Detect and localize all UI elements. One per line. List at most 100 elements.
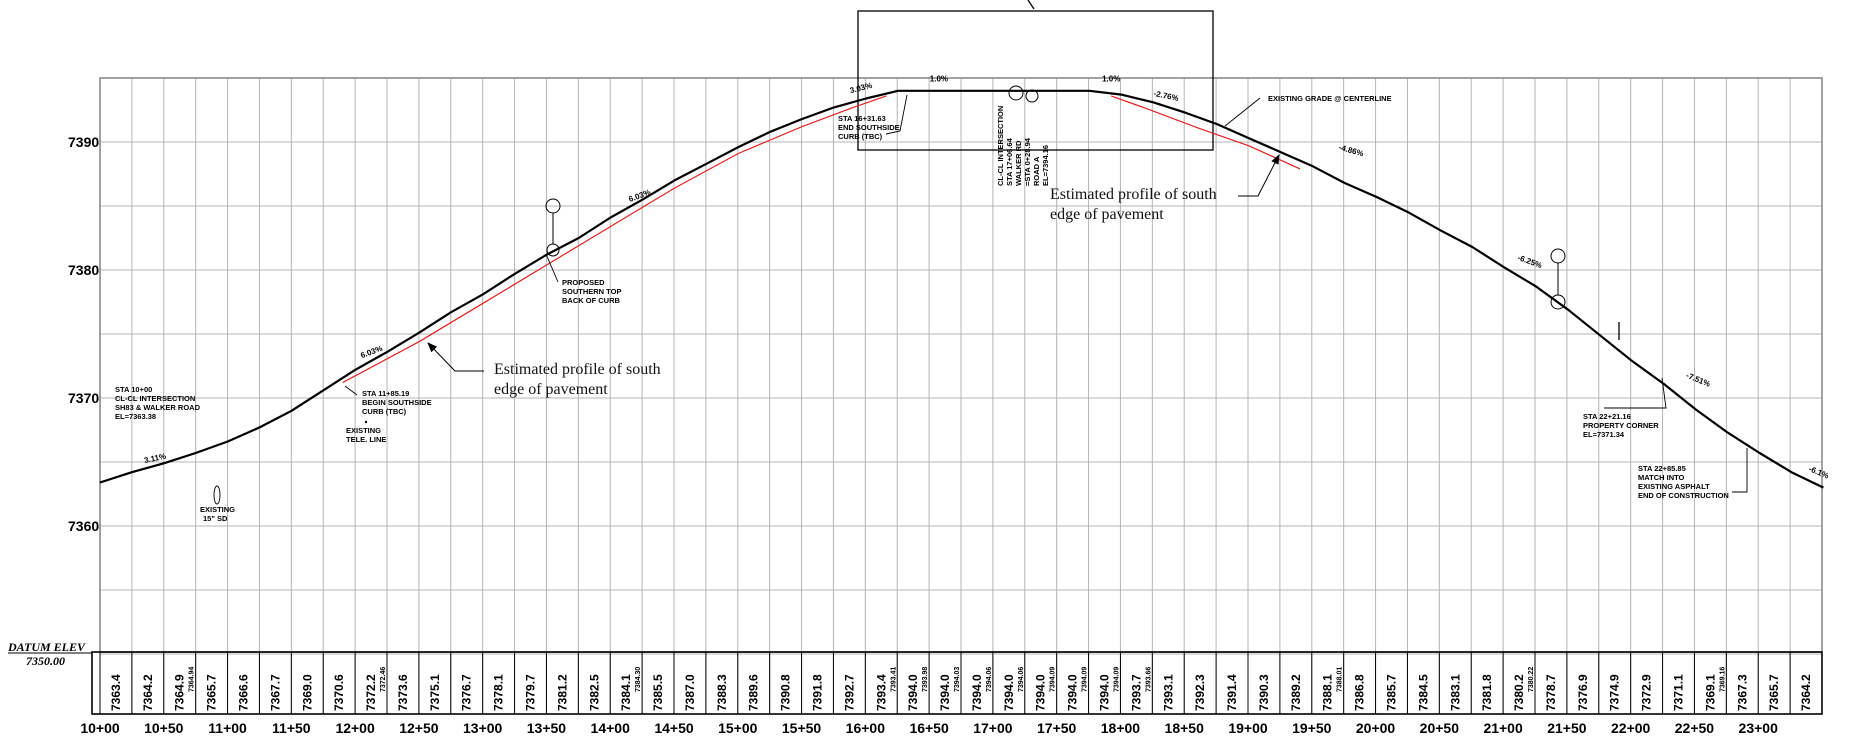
elevation-value: 7380.2 [1512, 674, 1526, 711]
elevation-value: 7367.3 [1735, 674, 1749, 711]
grade-label: 1.0% [1102, 75, 1120, 84]
pavement-note-right: Estimated profile of south edge of pavem… [1050, 154, 1280, 223]
elevation-value: 7369.1 [1703, 674, 1717, 711]
svg-text:EL=7394.16: EL=7394.16 [1041, 145, 1050, 186]
elevation-value: 7390.8 [779, 674, 793, 711]
svg-text:Estimated profile of south: Estimated profile of south [494, 361, 661, 378]
elevation-value: 7376.7 [460, 674, 474, 711]
station-tick-label: 10+50 [144, 720, 184, 736]
svg-text:EL=7371.34: EL=7371.34 [1583, 430, 1625, 439]
svg-text:STA 10+00: STA 10+00 [115, 385, 152, 394]
grade-label: 1.0% [930, 75, 948, 84]
elevation-subvalue: 7393.66 [1145, 667, 1152, 692]
elevation-value: 7369.0 [300, 674, 314, 711]
elevation-value: 7394.0 [906, 674, 920, 711]
station-tick-label: 21+50 [1547, 720, 1587, 736]
elevation-value: 7364.2 [141, 674, 155, 711]
svg-text:STA 22+85.85: STA 22+85.85 [1638, 464, 1686, 473]
profile-series [99, 89, 1824, 489]
elevation-value: 7388.1 [1321, 674, 1335, 711]
svg-text:CURB (TBC): CURB (TBC) [362, 407, 407, 416]
elevation-value: 7390.3 [1257, 674, 1271, 711]
station-tick-label: 13+00 [463, 720, 503, 736]
elevation-value: 7378.7 [1544, 674, 1558, 711]
svg-text:CL-CL INTERSECTION: CL-CL INTERSECTION [996, 106, 1005, 186]
svg-text:END SOUTHSIDE: END SOUTHSIDE [838, 123, 900, 132]
station-tick-label: 22+00 [1611, 720, 1651, 736]
svg-text:EXISTING ASPHALT: EXISTING ASPHALT [1638, 482, 1710, 491]
svg-text:edge of pavement: edge of pavement [1050, 206, 1164, 223]
station-tick-label: 17+50 [1037, 720, 1077, 736]
storm-drain-symbol [213, 485, 221, 505]
svg-text:BEGIN SOUTHSIDE: BEGIN SOUTHSIDE [362, 398, 432, 407]
datum-label: DATUM ELEV [7, 640, 86, 654]
station-tick-label: 13+50 [527, 720, 567, 736]
station-tick-label: 12+50 [399, 720, 439, 736]
elevation-value: 7371.1 [1672, 674, 1686, 711]
elevation-value: 7394.0 [1066, 674, 1080, 711]
svg-text:Estimated profile of south: Estimated profile of south [1050, 186, 1217, 203]
annotation-back-of-curb: PROPOSED SOUTHERN TOP BACK OF CURB [545, 253, 621, 305]
detail-box [857, 10, 1214, 151]
elevation-value: 7394.0 [1098, 674, 1112, 711]
grade-label: -6.25% [1516, 253, 1543, 270]
svg-text:PROPOSED: PROPOSED [562, 278, 605, 287]
intersection-symbol [1008, 85, 1024, 101]
elevation-value: 7364.2 [1799, 674, 1813, 711]
elevation-value: 7389.6 [747, 674, 761, 711]
station-tick-label: 20+00 [1356, 720, 1396, 736]
station-tick-label: 19+50 [1292, 720, 1332, 736]
elevation-value: 7378.1 [492, 674, 506, 711]
svg-text:MATCH INTO: MATCH INTO [1638, 473, 1685, 482]
station-tick-label: 15+50 [782, 720, 822, 736]
annotation-match-asphalt: STA 22+85.85 MATCH INTO EXISTING ASPHALT… [1638, 448, 1748, 500]
south-edge-pavement-profile [342, 95, 887, 384]
elevation-subvalue: 7369.16 [1719, 667, 1726, 692]
svg-text:CURB (TBC): CURB (TBC) [838, 132, 883, 141]
station-tick-label: 18+50 [1165, 720, 1205, 736]
elevation-value: 7363.4 [109, 674, 123, 711]
elevation-value: 7374.9 [1608, 674, 1622, 711]
station-tick-label: 11+00 [208, 720, 247, 736]
south-edge-pavement-profile [1110, 95, 1301, 170]
grade-label: -7.51% [1685, 371, 1712, 389]
elevation-value: 7381.2 [555, 674, 569, 711]
elevation-value: 7384.1 [619, 674, 633, 711]
elevation-value: 7382.5 [587, 674, 601, 711]
svg-text:SOUTHERN TOP: SOUTHERN TOP [562, 287, 621, 296]
elevation-value: 7385.7 [1385, 674, 1399, 711]
elevation-value: 7373.6 [396, 674, 410, 711]
svg-text:STA 16+31.63: STA 16+31.63 [838, 114, 886, 123]
datum-elevation: DATUM ELEV 7350.00 [7, 640, 92, 668]
station-tick-label: 10+00 [80, 720, 120, 736]
svg-text:EL=7363.38: EL=7363.38 [115, 412, 156, 421]
station-tick-label: 16+50 [909, 720, 949, 736]
svg-text:END OF CONSTRUCTION: END OF CONSTRUCTION [1638, 491, 1729, 500]
elevation-value: 7365.7 [1767, 674, 1781, 711]
elevation-value: 7367.7 [268, 674, 282, 711]
annotation-sta-10: STA 10+00 CL-CL INTERSECTION SH83 & WALK… [115, 385, 201, 421]
grade-label: -6.1% [1807, 464, 1830, 480]
elevation-subvalue: 7380.22 [1528, 667, 1535, 692]
elevation-value: 7370.6 [332, 674, 346, 711]
station-tick-label: 19+00 [1228, 720, 1268, 736]
svg-text:WALKER RD: WALKER RD [1014, 140, 1023, 186]
grade-label: -4.86% [1338, 143, 1365, 159]
elevation-value: 7387.0 [683, 674, 697, 711]
elevation-value: 7391.4 [1225, 674, 1239, 711]
elevation-subvalue: 7394.06 [986, 667, 993, 692]
annotation-end-curb: STA 16+31.63 END SOUTHSIDE CURB (TBC) [838, 94, 908, 141]
elevation-subvalue: 7393.98 [922, 667, 929, 692]
svg-text:EXISTING: EXISTING [200, 505, 235, 514]
proposed-centerline-profile [99, 89, 1824, 489]
elevation-value: 7379.7 [524, 674, 538, 711]
elevation-subvalue: 7394.06 [1018, 667, 1025, 692]
station-tick-label: 12+00 [335, 720, 375, 736]
elevation-value: 7364.9 [173, 674, 187, 711]
station-tick-label: 15+00 [718, 720, 758, 736]
station-tick-label: 20+50 [1420, 720, 1460, 736]
annotation-property-corner: STA 22+21.16 PROPERTY CORNER EL=7371.34 [1583, 377, 1667, 439]
elevation-value: 7394.0 [970, 674, 984, 711]
station-tick-label: 17+00 [973, 720, 1013, 736]
